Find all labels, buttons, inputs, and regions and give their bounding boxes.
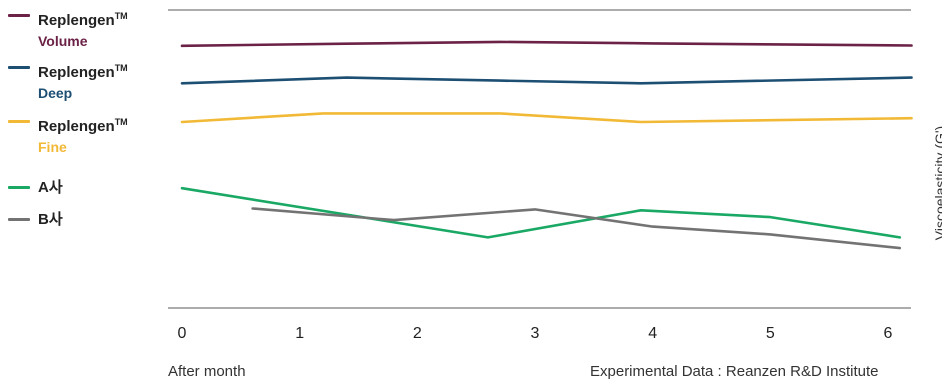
series-line-1 — [180, 76, 913, 85]
legend-text: ReplengenTM Fine — [38, 112, 128, 157]
legend-label: ReplengenTM — [38, 11, 128, 29]
x-axis-label: After month — [168, 363, 246, 380]
series-line-2 — [180, 112, 913, 124]
legend-swatch — [8, 120, 30, 123]
trademark-mark: TM — [114, 63, 128, 73]
trademark-mark: TM — [114, 11, 128, 21]
legend-label: B사 — [38, 211, 63, 228]
x-tick-label: 2 — [413, 325, 422, 342]
x-tick-label: 4 — [648, 325, 657, 342]
series-lines — [180, 40, 913, 250]
legend-label: ReplengenTM — [38, 63, 128, 81]
y-axis-label: Viscoelasticity (G') — [932, 125, 942, 241]
x-tick-label: 6 — [884, 325, 893, 342]
legend-label: A사 — [38, 179, 63, 196]
legend-label: ReplengenTM — [38, 117, 128, 135]
legend-swatch — [8, 14, 30, 17]
legend-item: ReplengenTM Fine — [8, 112, 128, 157]
legend-sublabel: Volume — [38, 33, 88, 49]
series-line-3 — [180, 186, 902, 239]
x-tick-label: 5 — [766, 325, 775, 342]
legend-swatch — [8, 66, 30, 69]
x-tick-label: 1 — [295, 325, 304, 342]
legend-item: B사 — [8, 210, 63, 230]
legend-sublabel: Deep — [38, 85, 73, 101]
series-line-0 — [180, 40, 913, 48]
trademark-mark: TM — [114, 117, 128, 127]
legend-swatch — [8, 218, 30, 221]
legend-text: ReplengenTM Volume — [38, 6, 128, 51]
axes — [168, 9, 911, 309]
legend-item: ReplengenTM Deep — [8, 58, 128, 103]
series-line-4 — [251, 207, 902, 250]
legend-item: A사 — [8, 178, 63, 198]
x-tick-labels: 0 1 2 3 4 5 6 — [178, 325, 893, 342]
legend-text: B사 — [38, 210, 63, 230]
legend-text: ReplengenTM Deep — [38, 58, 128, 103]
legend-item: ReplengenTM Volume — [8, 6, 128, 51]
legend-swatch — [8, 186, 30, 189]
legend-sublabel: Fine — [38, 139, 67, 155]
source-note: Experimental Data : Reanzen R&D Institut… — [590, 363, 879, 380]
legend-text: A사 — [38, 178, 63, 198]
x-tick-label: 3 — [531, 325, 540, 342]
x-tick-label: 0 — [178, 325, 187, 342]
